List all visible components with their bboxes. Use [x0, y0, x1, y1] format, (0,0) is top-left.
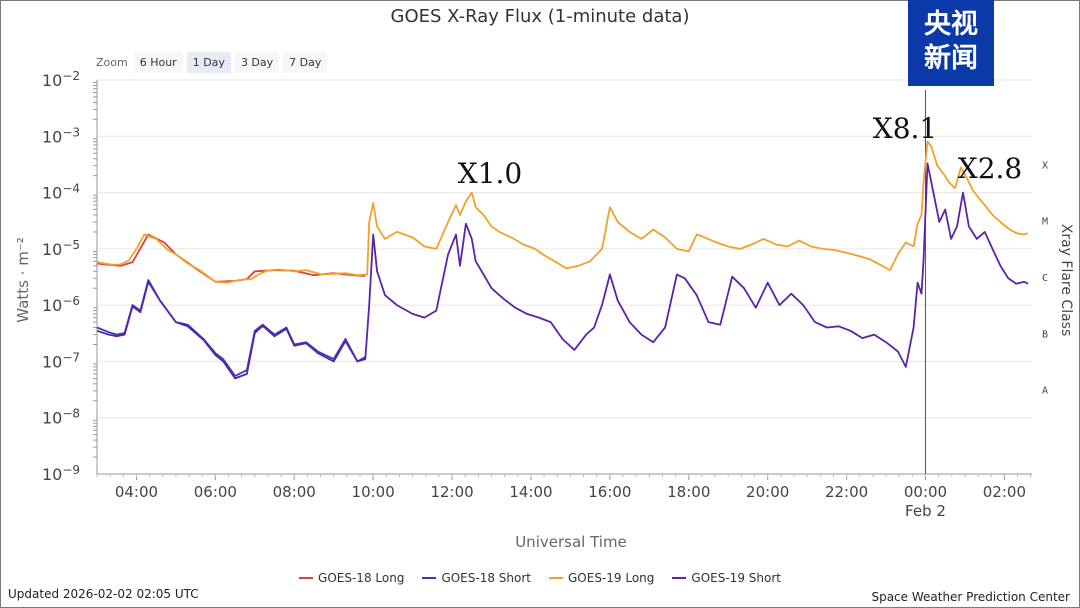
updated-timestamp: Updated 2026-02-02 02:05 UTC: [8, 587, 199, 601]
legend-label-goes19-short: GOES-19 Short: [691, 571, 781, 585]
y-tick-label: 10−2: [42, 69, 80, 90]
date-label: Feb 2: [905, 502, 946, 520]
flare-annotation-label: X2.8: [958, 152, 1022, 185]
y-tick-label: 10−8: [42, 407, 80, 428]
x-axis-title: Universal Time: [515, 533, 627, 551]
x-tick-label: 04:00: [115, 483, 158, 501]
y-tick-label: 10−9: [42, 463, 80, 484]
series-line-goes18-short: [96, 279, 366, 377]
cctv-news-logo: 央视 新闻: [908, 0, 994, 86]
x-tick-label: 00:00: [904, 483, 947, 501]
flare-class-label: A: [1042, 386, 1048, 397]
legend-label-goes19-long: GOES-19 Long: [568, 571, 655, 585]
flare-class-label: B: [1042, 329, 1048, 340]
legend-item-goes18-long[interactable]: GOES-18 Long: [299, 571, 404, 585]
chart-legend: GOES-18 Long GOES-18 Short GOES-19 Long …: [0, 571, 1080, 585]
y-tick-label: 10−5: [42, 238, 80, 259]
series-line-goes19-long: [96, 140, 1029, 284]
y-tick-label: 10−4: [42, 182, 80, 203]
flare-annotation-label: X8.1: [873, 112, 937, 145]
x-tick-label: 08:00: [273, 483, 316, 501]
y-tick-label: 10−3: [42, 125, 80, 146]
flare-annotation-label: X1.0: [458, 157, 522, 190]
legend-item-goes19-long[interactable]: GOES-19 Long: [549, 571, 654, 585]
zoom-3-day-button[interactable]: 3 Day: [234, 52, 280, 73]
x-tick-label: 02:00: [983, 483, 1026, 501]
flare-class-label: C: [1042, 273, 1048, 284]
legend-label-goes18-long: GOES-18 Long: [318, 571, 405, 585]
x-tick-label: 22:00: [825, 483, 868, 501]
x-tick-label: 20:00: [746, 483, 789, 501]
legend-item-goes19-short[interactable]: GOES-19 Short: [672, 571, 781, 585]
x-tick-label: 06:00: [194, 483, 237, 501]
x-tick-label: 10:00: [352, 483, 395, 501]
x-tick-label: 18:00: [667, 483, 710, 501]
legend-item-goes18-short[interactable]: GOES-18 Short: [422, 571, 531, 585]
logo-char-xin: 新: [924, 43, 951, 74]
zoom-label: Zoom: [96, 56, 128, 69]
legend-label-goes18-short: GOES-18 Short: [441, 571, 531, 585]
logo-char-wen: 闻: [951, 43, 978, 74]
series-line-goes19-short: [96, 162, 1029, 380]
legend-swatch-goes19-long: [549, 577, 563, 579]
y-axis-title: Watts · m⁻²: [14, 237, 32, 323]
y-tick-label: 10−6: [42, 294, 80, 315]
legend-swatch-goes18-long: [299, 577, 314, 579]
xray-flux-chart: 10−2 10−3 10−4 10−5 10−6 10−7 10−8 10−9 04:00 06:…: [14, 69, 1074, 551]
y2-axis-title: Xray Flare Class: [1058, 224, 1074, 337]
zoom-controls: Zoom 6 Hour 1 Day 3 Day 7 Day: [96, 52, 331, 73]
x-tick-label: 14:00: [509, 483, 552, 501]
legend-swatch-goes19-short: [672, 577, 687, 579]
chart-title: GOES X-Ray Flux (1-minute data): [390, 6, 690, 27]
zoom-1-day-button[interactable]: 1 Day: [186, 52, 231, 73]
logo-line-1: 央视: [924, 9, 978, 40]
legend-swatch-goes18-short: [422, 577, 437, 579]
x-tick-label: 12:00: [430, 483, 473, 501]
source-credit: Space Weather Prediction Center: [871, 590, 1070, 604]
zoom-6-hour-button[interactable]: 6 Hour: [133, 52, 183, 73]
zoom-7-day-button[interactable]: 7 Day: [283, 52, 328, 73]
y-tick-label: 10−7: [42, 350, 80, 371]
flare-class-label: M: [1042, 217, 1048, 228]
x-tick-label: 16:00: [588, 483, 631, 501]
logo-line-2: 新闻: [908, 42, 994, 76]
flare-class-label: X: [1042, 160, 1048, 171]
series-line-goes18-long: [96, 233, 366, 283]
